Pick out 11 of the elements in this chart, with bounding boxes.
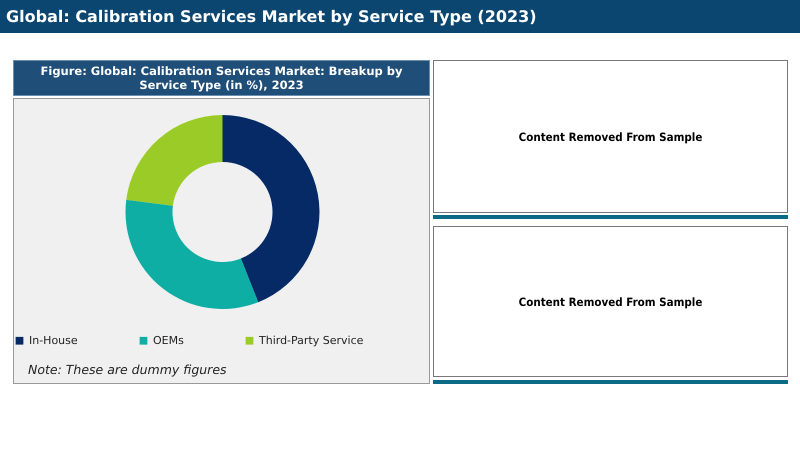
donut-slice [126,200,258,309]
legend-label: In-House [29,334,78,347]
donut-slice [126,115,222,206]
text: Note: These are dummy figures [28,362,227,377]
legend-label: Third-Party Service [258,334,364,347]
legend-label: OEMs [153,334,184,347]
text: Content Removed From Sample [518,130,702,144]
chart-subtitle: Figure: Global: Calibration Services Market: Breakup by Service Type (in %), 2023 [13,60,430,96]
chart-title: Global: Calibration Services Market by Service Type (2023) [0,0,800,33]
donut-slice [222,115,320,302]
text: Content Removed From Sample [518,294,702,308]
